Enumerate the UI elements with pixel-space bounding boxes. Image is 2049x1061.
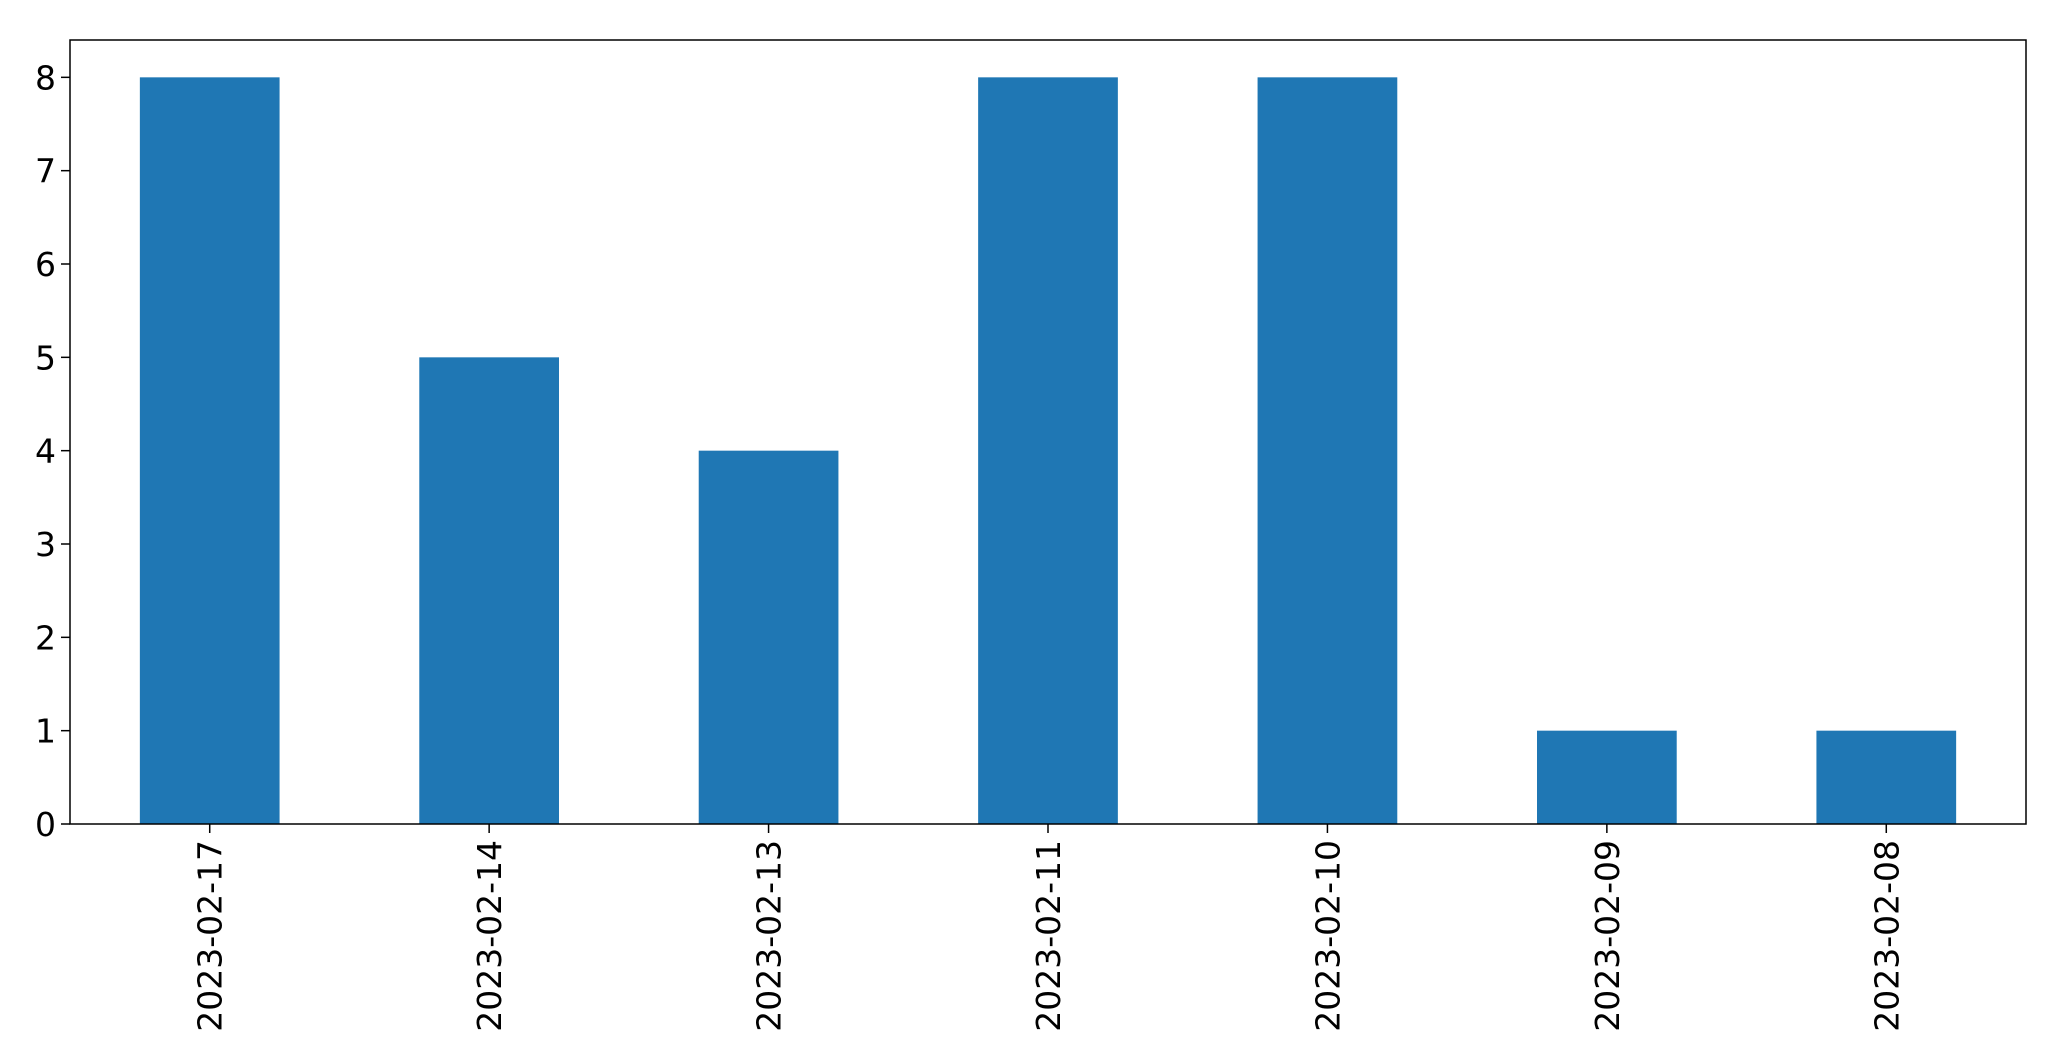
y-tick-label: 0 [35, 805, 56, 844]
y-tick-label: 6 [35, 245, 56, 284]
y-axis: 0 1 2 3 4 5 6 7 8 [35, 58, 70, 844]
y-tick-label: 2 [35, 618, 56, 657]
x-tick-label: 2023-02-09 [1588, 840, 1627, 1032]
x-tick-label: 2023-02-11 [1029, 840, 1068, 1032]
x-tick-label: 2023-02-14 [470, 840, 509, 1032]
x-tick-label: 2023-02-13 [750, 840, 789, 1032]
x-tick-label: 2023-02-08 [1867, 840, 1906, 1032]
bar-2023-02-08 [1816, 730, 1957, 824]
bars-group [139, 77, 1957, 825]
bar-2023-02-13 [698, 450, 839, 824]
y-tick-label: 1 [35, 712, 56, 751]
bar-2023-02-09 [1537, 730, 1677, 824]
y-tick-label: 8 [35, 58, 56, 97]
bar-2023-02-14 [419, 357, 559, 824]
bar-2023-02-10 [1257, 77, 1398, 825]
y-tick-label: 3 [35, 525, 56, 564]
y-tick-label: 7 [35, 152, 56, 191]
x-tick-label: 2023-02-17 [191, 840, 230, 1032]
x-tick-label: 2023-02-10 [1308, 840, 1347, 1032]
bar-2023-02-17 [139, 77, 280, 825]
bar-2023-02-11 [978, 77, 1118, 825]
y-tick-label: 4 [35, 432, 56, 471]
x-axis: 2023-02-17 2023-02-14 2023-02-13 2023-02-11… [191, 824, 1906, 1032]
y-tick-label: 5 [35, 338, 56, 377]
